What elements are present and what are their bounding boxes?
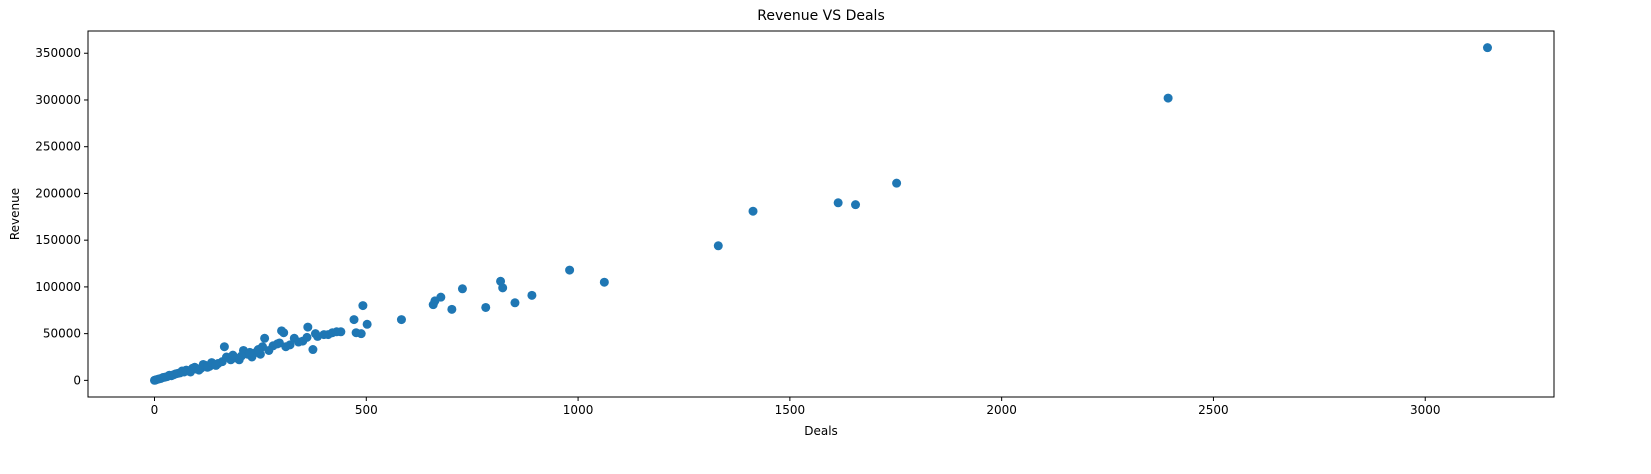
x-tick-label: 1500 (775, 403, 806, 417)
point (851, 200, 861, 210)
point (228, 350, 238, 360)
y-tick-label: 250000 (35, 140, 81, 154)
point (272, 339, 282, 349)
point (565, 265, 575, 275)
x-tick-label: 2500 (1198, 403, 1229, 417)
point (748, 206, 758, 216)
point (1482, 43, 1492, 53)
point (308, 345, 318, 355)
point (302, 332, 312, 342)
point (362, 319, 372, 329)
point (303, 322, 313, 332)
x-tick-label: 500 (355, 403, 378, 417)
x-tick-label: 3000 (1410, 403, 1441, 417)
point (260, 333, 270, 343)
point (219, 342, 229, 352)
point (447, 304, 457, 314)
y-axis-label: Revenue (8, 188, 22, 240)
point (527, 290, 537, 300)
y-tick-label: 300000 (35, 93, 81, 107)
point (599, 277, 609, 287)
point (481, 302, 491, 312)
x-tick-label: 2000 (986, 403, 1017, 417)
y-tick-label: 350000 (35, 46, 81, 60)
point (349, 315, 359, 325)
point (253, 345, 263, 355)
point (211, 360, 221, 370)
y-tick-label: 0 (73, 373, 81, 387)
point (351, 328, 361, 338)
point (310, 329, 320, 339)
point (358, 301, 368, 311)
x-tick-label: 0 (151, 403, 159, 417)
y-tick-label: 150000 (35, 233, 81, 247)
point (428, 300, 438, 310)
point (1163, 93, 1173, 103)
point (892, 178, 902, 188)
x-axis-label: Deals (804, 424, 838, 438)
point (457, 284, 467, 294)
y-tick-label: 50000 (43, 327, 81, 341)
point (833, 198, 843, 208)
point (245, 347, 255, 357)
point (236, 351, 246, 361)
y-tick-label: 200000 (35, 186, 81, 200)
point (294, 337, 304, 347)
point (277, 326, 287, 336)
point (496, 276, 506, 286)
point (396, 315, 406, 325)
point (510, 298, 520, 308)
chart-title: Revenue VS Deals (757, 8, 885, 24)
point (264, 345, 274, 355)
x-tick-label: 1000 (563, 403, 594, 417)
plot-frame (87, 30, 1555, 398)
point (713, 241, 723, 251)
y-tick-label: 100000 (35, 280, 81, 294)
